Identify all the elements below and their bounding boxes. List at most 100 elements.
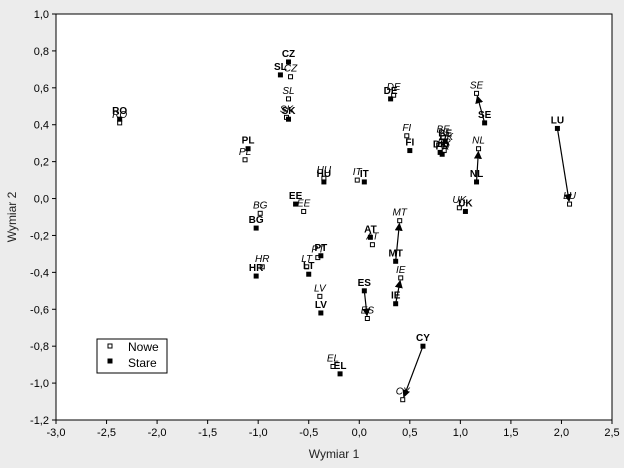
- label-stare-ee: EE: [289, 191, 303, 202]
- point-stare-fi: [407, 148, 413, 154]
- point-stare-de: [388, 96, 394, 102]
- legend-marker-stare: [107, 358, 113, 364]
- x-tick-label: -2,5: [97, 427, 116, 439]
- label-stare-sl: SL: [274, 62, 287, 73]
- label-nowe-hu: HU: [317, 165, 332, 176]
- point-nowe-hr: [259, 264, 265, 270]
- point-nowe-se: [474, 90, 480, 96]
- y-tick-label: -0,6: [30, 304, 49, 316]
- label-nowe-sk: SK: [280, 104, 295, 115]
- x-tick-label: -2,0: [148, 427, 167, 439]
- label-nowe-pl: PL: [239, 147, 251, 158]
- point-stare-pl: [245, 146, 251, 152]
- point-stare-it: [361, 179, 367, 185]
- label-stare-be: BE: [438, 128, 452, 139]
- label-stare-cz: CZ: [282, 49, 295, 60]
- x-tick-label: 0,0: [352, 427, 367, 439]
- label-nowe-es: ES: [361, 306, 375, 317]
- label-nowe-fi: FI: [402, 123, 411, 134]
- legend-marker-nowe: [107, 343, 113, 349]
- y-tick-label: -0,8: [30, 341, 49, 353]
- point-nowe-es: [364, 316, 370, 321]
- label-nowe-uk: UK: [452, 195, 467, 206]
- point-stare-el: [337, 371, 343, 377]
- label-stare-bg: BG: [249, 215, 264, 226]
- arrow-layer: [362, 95, 572, 398]
- label-nowe-ie: IE: [396, 265, 406, 276]
- point-stare-lv: [318, 310, 324, 316]
- label-stare-it: IT: [360, 169, 369, 180]
- arrow-lu: [556, 128, 572, 203]
- y-tick-label: 0,2: [34, 157, 49, 169]
- label-nowe-nl: NL: [472, 136, 485, 147]
- arrow-cy: [402, 345, 424, 398]
- y-tick-label: -1,0: [30, 378, 49, 390]
- x-axis-title: Wymiar 1: [309, 447, 360, 461]
- arrow-nl: [473, 150, 482, 182]
- point-nowe-de: [391, 92, 397, 98]
- label-nowe-de: DE: [387, 82, 401, 93]
- y-tick-label: 0,0: [34, 194, 49, 206]
- point-nowe-uk: [456, 205, 462, 211]
- label-stare-ie: IE: [391, 291, 401, 302]
- label-stare-de: DE: [384, 86, 398, 97]
- x-tick-label: 2,0: [554, 427, 569, 439]
- label-stare-lu: LU: [551, 115, 564, 126]
- point-nowe-nl: [476, 146, 482, 152]
- y-tick-label: 0,8: [34, 46, 49, 58]
- label-nowe-mt: MT: [392, 208, 407, 219]
- legend: Nowe Stare: [96, 338, 168, 374]
- x-tick-label: -0,5: [299, 427, 318, 439]
- label-nowe-cy: CY: [396, 387, 411, 398]
- label-nowe-lt: LT: [301, 254, 313, 265]
- label-stare-at: AT: [364, 224, 377, 235]
- point-stare-uk: [462, 208, 468, 214]
- point-nowe-it: [354, 177, 360, 183]
- x-tick-label: 2,5: [604, 427, 619, 439]
- label-stare-ro: RO: [112, 106, 127, 117]
- label-stare-nl: NL: [470, 169, 483, 180]
- y-tick-label: -0,2: [30, 230, 49, 242]
- label-nowe-it: IT: [353, 167, 363, 178]
- label-nowe-cz: CZ: [284, 64, 298, 75]
- legend-box: [96, 338, 168, 374]
- label-nowe-ee: EE: [297, 198, 311, 209]
- label-nowe-be: BE: [437, 125, 451, 136]
- point-stare-se: [482, 120, 488, 126]
- point-nowe-ie: [398, 275, 404, 281]
- label-stare-fr: FR: [435, 141, 449, 152]
- legend-label-stare: Stare: [128, 356, 157, 370]
- x-tick-label: -1,0: [249, 427, 268, 439]
- label-nowe-dk: DK: [439, 132, 454, 143]
- label-stare-lv: LV: [315, 300, 327, 311]
- arrow-ie: [394, 279, 403, 304]
- point-nowe-at: [369, 242, 375, 248]
- arrow-se: [475, 95, 486, 124]
- point-stare-mt: [393, 258, 399, 264]
- label-nowe-bg: BG: [253, 200, 268, 211]
- point-stare-sk: [286, 116, 292, 122]
- label-stare-hu: HU: [317, 169, 331, 180]
- label-stare-fi: FI: [405, 138, 414, 149]
- label-stare-se: SE: [478, 110, 492, 121]
- y-tick-label: -1,2: [30, 415, 49, 427]
- point-nowe-pl: [242, 157, 248, 163]
- y-axis: 1,0 0,8 0,6 0,4 0,2 0,0 -0,2 -0,4 -0,6 -0,8 -1,0 -1…: [30, 9, 56, 427]
- point-nowe-el: [330, 363, 336, 369]
- point-stare-pt: [318, 253, 324, 259]
- label-stare-mt: MT: [388, 248, 402, 259]
- point-stare-nl: [474, 179, 480, 185]
- point-stare-sl: [277, 72, 283, 78]
- arrow-mt: [394, 222, 403, 262]
- point-stare-lt: [306, 271, 312, 277]
- legend-label-nowe: Nowe: [128, 340, 159, 354]
- point-nowe-mt: [397, 218, 403, 224]
- y-tick-label: -0,4: [30, 267, 49, 279]
- label-stare-pt: PT: [314, 243, 327, 254]
- y-tick-label: 1,0: [34, 9, 49, 21]
- x-tick-label: -1,5: [198, 427, 217, 439]
- y-tick-label: 0,4: [34, 120, 49, 132]
- label-stare-lt: LT: [303, 261, 314, 272]
- point-stare-be: [442, 138, 448, 144]
